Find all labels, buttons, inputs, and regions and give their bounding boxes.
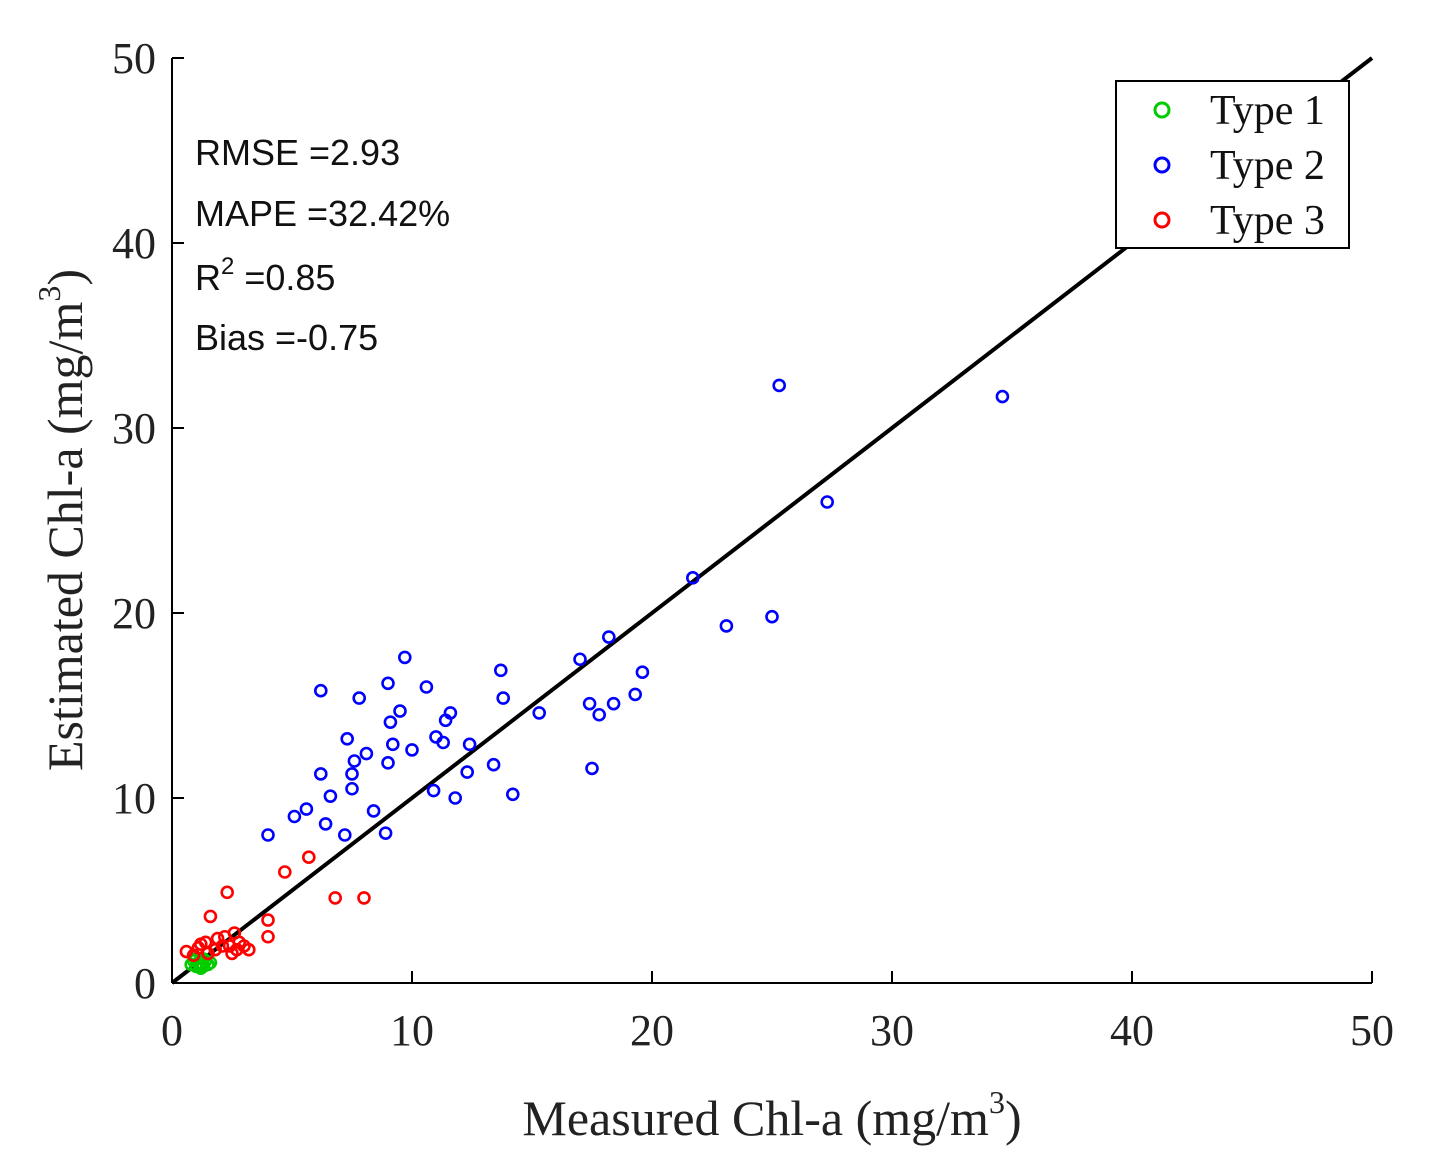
data-point <box>628 687 643 702</box>
data-point <box>345 767 359 781</box>
data-point <box>381 756 395 770</box>
legend-marker <box>1153 211 1171 229</box>
data-point <box>201 946 215 961</box>
data-point <box>347 754 362 768</box>
data-point <box>345 781 359 796</box>
data-point <box>496 691 511 705</box>
data-point <box>352 691 367 705</box>
data-point <box>313 767 328 781</box>
data-point <box>383 715 398 729</box>
legend: Type 1 Type 2 Type 3 <box>1115 80 1350 249</box>
data-point <box>601 630 616 644</box>
y-tick-label: 20 <box>112 589 156 638</box>
data-point <box>820 495 835 509</box>
data-point <box>381 676 395 691</box>
data-point <box>486 757 501 772</box>
data-point <box>261 929 275 944</box>
axes <box>171 58 1372 984</box>
legend-entry-label: Type 1 <box>1210 88 1325 134</box>
data-point <box>405 743 419 757</box>
data-point <box>685 571 700 585</box>
x-tick-label: 30 <box>870 1006 914 1055</box>
mape-label: MAPE =32.42% <box>195 193 450 234</box>
stats-box: RMSE =2.93 MAPE =32.42% R2 =0.85 Bias =-… <box>195 132 450 358</box>
data-point <box>323 789 338 803</box>
data-point <box>301 850 316 865</box>
data-point <box>328 891 343 905</box>
data-point <box>419 680 434 694</box>
data-point <box>242 942 256 957</box>
data-point <box>462 737 477 752</box>
data-point <box>277 865 292 879</box>
y-tick-label: 40 <box>112 219 156 268</box>
legend-marker <box>1153 156 1171 174</box>
y-axis-label: Estimated Chl-a (mg/m3) <box>31 269 93 771</box>
data-point <box>493 663 508 678</box>
data-point <box>393 704 407 718</box>
data-point <box>385 737 400 752</box>
data-point <box>635 665 650 680</box>
data-points <box>179 378 1010 976</box>
data-point <box>436 735 451 750</box>
data-point <box>337 828 352 842</box>
rmse-label: RMSE =2.93 <box>195 132 400 173</box>
data-point <box>287 809 302 824</box>
x-tick-label: 10 <box>390 1006 434 1055</box>
data-point <box>426 783 441 798</box>
data-point <box>203 909 218 924</box>
data-point <box>220 885 234 900</box>
data-point <box>313 683 328 698</box>
ticks: 0 10 20 30 40 50 0 10 20 30 40 50 <box>112 34 1394 1055</box>
data-point <box>719 619 734 633</box>
data-point <box>592 707 607 722</box>
data-point <box>366 804 381 818</box>
data-point <box>261 828 275 842</box>
series-2 <box>261 378 1010 842</box>
data-point <box>443 706 458 720</box>
legend-entry-label: Type 2 <box>1210 143 1325 189</box>
data-point <box>772 378 787 393</box>
x-tick-label: 0 <box>161 1006 183 1055</box>
bias-label: Bias =-0.75 <box>195 317 378 358</box>
data-point <box>340 731 355 746</box>
x-tick-label: 40 <box>1110 1006 1154 1055</box>
data-point <box>460 765 475 779</box>
data-point <box>532 706 547 720</box>
data-point <box>261 913 275 927</box>
data-point <box>765 609 779 624</box>
data-point <box>573 652 587 667</box>
data-point <box>359 746 374 761</box>
x-tick-label: 50 <box>1350 1006 1394 1055</box>
data-point <box>299 802 314 816</box>
data-point <box>582 696 597 711</box>
legend-marker <box>1153 101 1171 119</box>
r2-label: R2 =0.85 <box>195 253 335 298</box>
data-point <box>995 389 1010 404</box>
data-point <box>357 891 371 905</box>
data-point <box>318 817 333 831</box>
x-tick-label: 20 <box>630 1006 674 1055</box>
data-point <box>448 791 463 805</box>
series-3 <box>179 850 371 963</box>
data-point <box>585 761 599 776</box>
y-tick-label: 0 <box>134 959 156 1008</box>
y-tick-label: 30 <box>112 404 156 453</box>
data-point <box>505 787 520 802</box>
data-point <box>397 650 412 665</box>
data-point <box>606 696 621 711</box>
data-point <box>378 826 393 840</box>
x-axis-label: Measured Chl-a (mg/m3) <box>522 1084 1021 1146</box>
data-point <box>179 944 194 959</box>
legend-entry-label: Type 3 <box>1210 198 1325 244</box>
y-tick-label: 50 <box>112 34 156 83</box>
y-tick-label: 10 <box>112 774 156 823</box>
